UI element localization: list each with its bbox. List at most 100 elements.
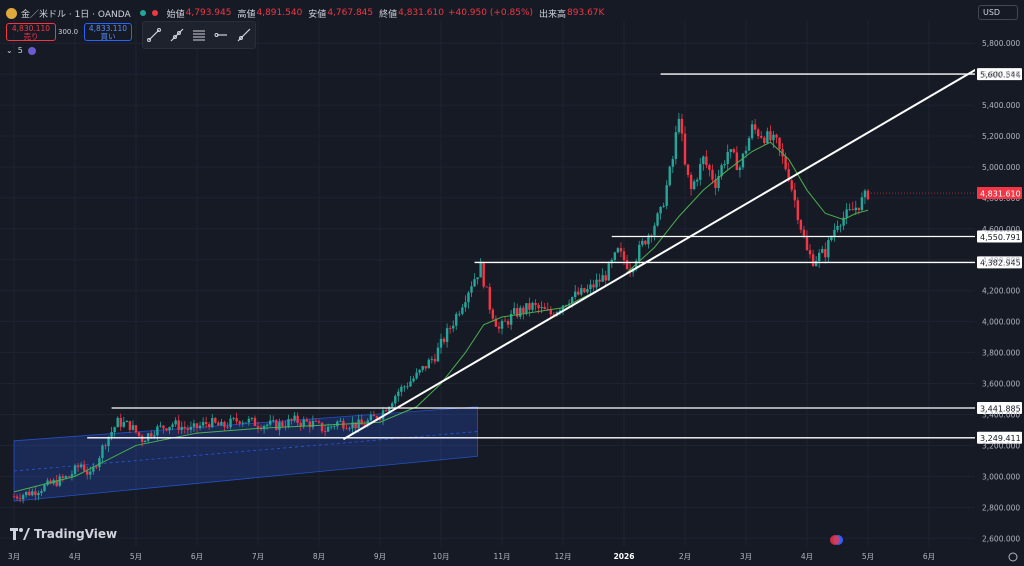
visibility-icon[interactable]: [27, 46, 36, 55]
candle: [330, 425, 333, 430]
candle-body: [122, 422, 125, 427]
candle-body: [784, 156, 787, 170]
parallel-channel: [13, 406, 479, 502]
candle: [732, 147, 735, 154]
candle-body: [619, 248, 623, 252]
candle-body: [860, 197, 864, 210]
candle-body: [775, 134, 778, 138]
candle-body: [159, 425, 162, 427]
indicator-count: 5: [17, 46, 23, 55]
candle-body: [113, 427, 116, 432]
candle-body: [250, 417, 254, 419]
candle: [40, 488, 43, 497]
symbol-title[interactable]: 金／米ドル · 1日 · OANDA: [21, 9, 131, 20]
candle-body: [528, 303, 531, 310]
x-tick-label: 2月: [679, 552, 691, 561]
candle: [757, 127, 760, 140]
candle-body: [760, 136, 763, 138]
parallel-channel-icon[interactable]: [191, 27, 207, 43]
candle-body: [345, 428, 348, 430]
candle: [305, 417, 308, 423]
candle-body: [95, 466, 98, 468]
sell-button[interactable]: 4,830.110 売り: [6, 23, 56, 41]
currency-selector[interactable]: USD: [978, 5, 1018, 20]
candle-body: [34, 491, 37, 496]
candle-body: [360, 419, 363, 425]
candle-body: [354, 422, 357, 429]
y-tick-label: 4,000.000: [982, 318, 1020, 327]
candle-body: [15, 496, 19, 499]
candle-body: [552, 314, 556, 316]
trend-line-icon[interactable]: [146, 27, 162, 43]
buy-price: 4,833.110: [88, 24, 128, 33]
candle-body: [339, 420, 342, 422]
candle-body: [140, 435, 144, 443]
candle-body: [43, 484, 46, 492]
candle: [67, 475, 71, 478]
candle: [195, 422, 199, 434]
candle-body: [577, 291, 580, 295]
candle-body: [836, 226, 839, 230]
candle-body: [845, 209, 848, 218]
candle-body: [275, 420, 278, 430]
buy-button[interactable]: 4,833.110 買い: [84, 23, 132, 41]
x-tick-label: 8月: [313, 552, 325, 561]
x-tick-label: 10月: [432, 552, 449, 561]
candle-body: [531, 302, 534, 310]
y-tick-label: 4,600.000: [982, 225, 1020, 234]
candle-body: [375, 416, 379, 420]
candle-body: [40, 491, 43, 494]
tradingview-logo: TradingView: [10, 527, 117, 541]
candle: [827, 237, 830, 263]
x-tick-label: 6月: [923, 552, 935, 561]
horizontal-ray-icon[interactable]: [213, 27, 229, 43]
candle-body: [421, 366, 424, 370]
candle: [98, 455, 101, 472]
candle-body: [256, 426, 260, 428]
extended-line-icon[interactable]: [236, 27, 252, 43]
candle: [204, 416, 208, 429]
candle: [595, 273, 598, 293]
candle-body: [753, 124, 757, 130]
candle-body: [70, 474, 74, 477]
candle: [604, 270, 607, 288]
candle-body: [467, 292, 470, 303]
level-price-tag: [977, 230, 1022, 243]
candle-body: [735, 152, 739, 171]
candle: [445, 323, 449, 348]
candle: [92, 463, 95, 475]
candle: [391, 401, 394, 408]
candle: [534, 299, 537, 311]
candle-body: [744, 150, 748, 154]
candle-body: [601, 275, 604, 282]
candle-body: [28, 491, 31, 496]
indicator-toggle[interactable]: ⌄ 5: [6, 46, 36, 55]
candle: [226, 422, 229, 430]
spread-value: 300.0: [58, 28, 79, 36]
candle-body: [641, 240, 644, 245]
chevron-down-icon: ⌄: [6, 46, 13, 55]
candle-body: [241, 422, 244, 424]
candle-body: [613, 252, 617, 260]
candle-body: [253, 417, 257, 427]
candle-body: [287, 419, 290, 427]
candle-body: [387, 406, 391, 412]
candle-body: [104, 445, 107, 447]
candle-body: [549, 309, 552, 315]
candle: [403, 384, 406, 392]
candle-body: [574, 291, 577, 298]
candle-body: [656, 213, 659, 226]
candle: [613, 251, 617, 262]
ray-icon[interactable]: [169, 27, 185, 43]
low-label: 安値: [308, 9, 327, 20]
candle: [845, 203, 848, 225]
candle: [601, 268, 604, 282]
level-price-label: 4,382.945: [980, 259, 1021, 268]
candle: [43, 483, 46, 493]
candle-body: [442, 338, 446, 342]
candle-body: [680, 118, 684, 134]
candle-body: [781, 148, 784, 157]
candle-body: [720, 165, 723, 177]
candle-body: [31, 491, 34, 496]
